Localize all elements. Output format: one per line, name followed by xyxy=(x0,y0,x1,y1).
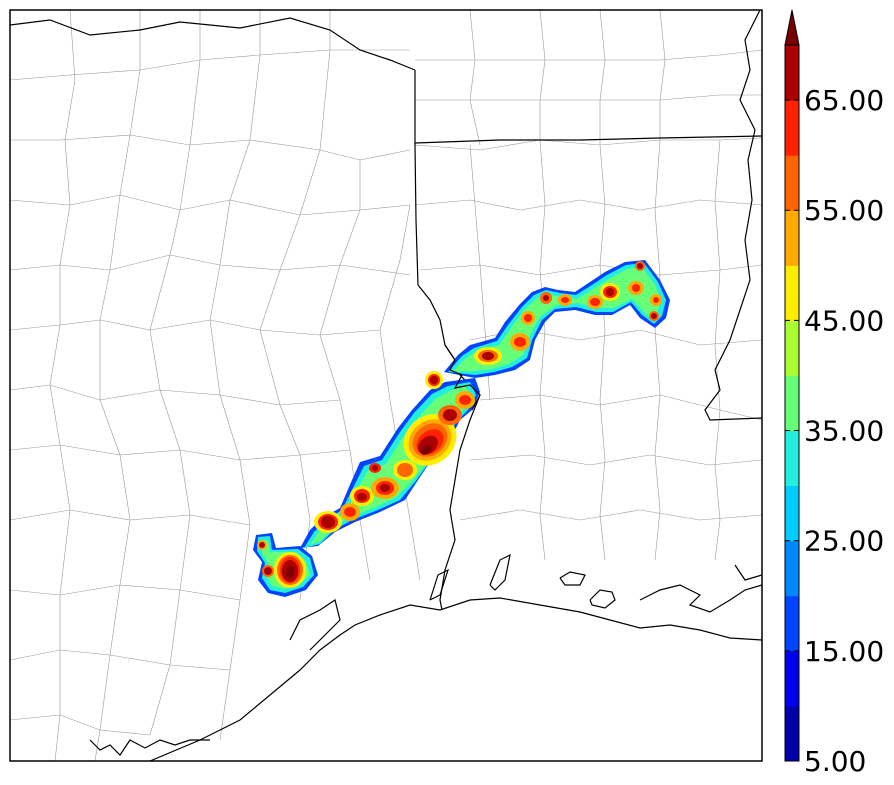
state-border-west-east xyxy=(414,70,419,286)
state-border-east xyxy=(704,10,762,421)
river-overlay xyxy=(444,344,481,411)
colorbar-bin xyxy=(785,705,799,762)
island xyxy=(589,589,616,609)
state-border-arkansas xyxy=(414,135,762,144)
colorbar-outline xyxy=(784,44,800,762)
state-border-river xyxy=(417,284,481,611)
colorbar-label: 35.00 xyxy=(804,415,884,448)
colorbar-bin xyxy=(785,540,799,597)
colorbar-bin xyxy=(785,265,799,321)
echo-cores xyxy=(257,261,662,588)
colorbar-bin xyxy=(785,320,799,376)
echo-green xyxy=(262,267,661,589)
colorbar-extend-arrow xyxy=(784,9,800,46)
colorbar-bin xyxy=(785,155,799,211)
lake-2 xyxy=(429,568,450,601)
colorbar-bin xyxy=(785,485,799,542)
colorbar-label: 55.00 xyxy=(804,194,884,227)
colorbar-label: 15.00 xyxy=(804,635,884,668)
colorbar-bin xyxy=(785,375,799,432)
shore-sw xyxy=(89,739,210,756)
colorbar-bin xyxy=(785,650,799,707)
colorbar: 5.00 15.00 25.00 35.00 45.00 55.00 65.00 xyxy=(784,9,884,778)
colorbar-bin xyxy=(785,210,799,266)
map-frame xyxy=(10,10,762,761)
island-2 xyxy=(559,571,586,586)
colorbar-label: 45.00 xyxy=(804,304,884,337)
colorbar-bin xyxy=(785,595,799,652)
delta-coast-2 xyxy=(734,564,762,581)
colorbar-label: 65.00 xyxy=(804,84,884,117)
coastline xyxy=(149,597,762,761)
colorbar-label: 25.00 xyxy=(804,525,884,558)
colorbar-label: 5.00 xyxy=(804,745,866,778)
colorbar-bin xyxy=(785,45,799,101)
county-boundaries xyxy=(10,10,762,761)
state-border-north xyxy=(10,17,416,71)
map-border xyxy=(9,9,763,762)
colorbar-bin xyxy=(785,100,799,156)
delta-coast xyxy=(639,584,762,613)
colorbar-bin xyxy=(785,430,799,487)
bay-inlet xyxy=(289,599,341,651)
reflectivity-field xyxy=(253,260,670,597)
lake xyxy=(489,553,511,591)
state-and-coast-lines xyxy=(10,10,762,761)
